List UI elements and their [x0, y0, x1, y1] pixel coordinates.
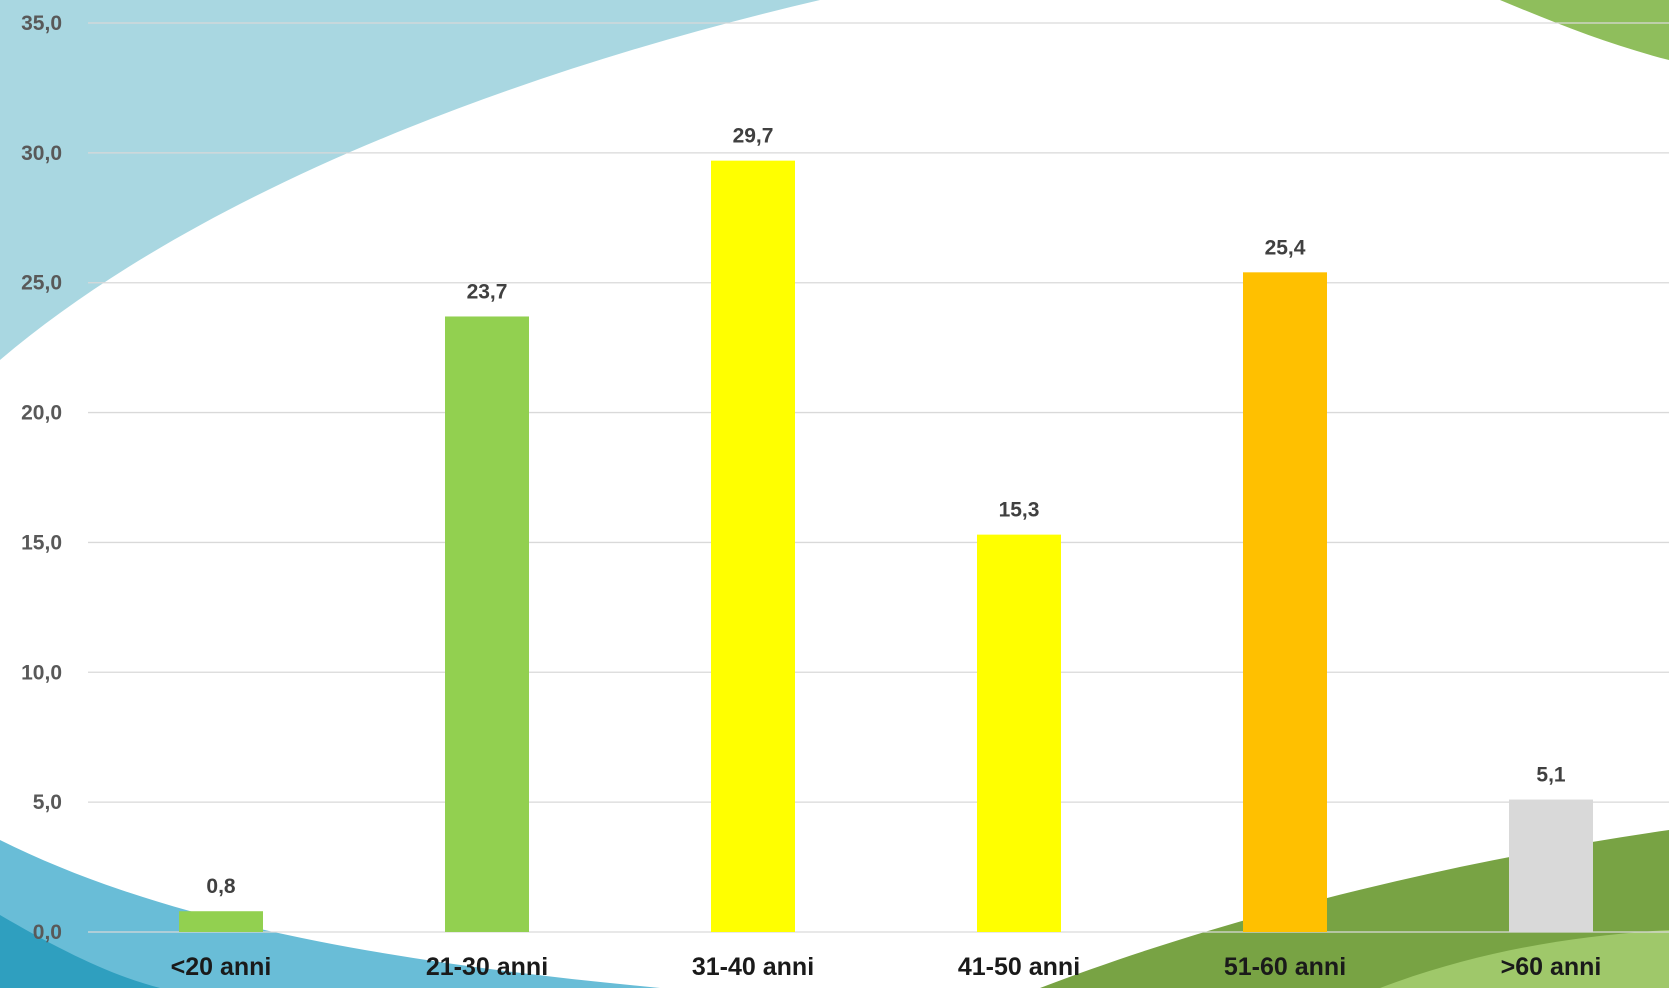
x-tick-label: 41-50 anni — [958, 953, 1080, 981]
data-labels: 0,8 23,7 29,7 15,3 25,4 5,1 — [206, 125, 1566, 899]
y-tick-label: 35,0 — [21, 12, 62, 35]
bar — [1509, 799, 1593, 932]
x-tick-label: 21-30 anni — [426, 953, 548, 981]
x-tick-label: >60 anni — [1501, 953, 1602, 981]
background-blue-swoosh-bottom-left — [0, 840, 660, 988]
y-tick-label: 10,0 — [21, 661, 62, 684]
gridlines — [88, 22, 1669, 933]
background-green-swoosh-top-right — [1500, 0, 1669, 60]
background-green-swoosh-bottom-right-light — [1380, 930, 1669, 988]
data-label: 23,7 — [467, 280, 508, 303]
data-label: 25,4 — [1265, 236, 1306, 259]
y-tick-label: 0,0 — [33, 921, 62, 944]
y-axis-tick-labels: 0,0 5,0 10,0 15,0 20,0 25,0 30,0 35,0 — [21, 12, 62, 944]
background-blue-swoosh-bottom-left-dark — [0, 915, 160, 988]
x-tick-label: 31-40 anni — [692, 953, 814, 981]
bar — [179, 911, 263, 932]
y-tick-label: 30,0 — [21, 142, 62, 165]
bar — [1243, 272, 1327, 933]
bar — [977, 534, 1061, 932]
data-label: 0,8 — [206, 875, 236, 898]
y-tick-label: 25,0 — [21, 272, 62, 295]
data-label: 29,7 — [733, 125, 774, 148]
y-tick-label: 5,0 — [33, 791, 62, 814]
bars — [179, 160, 1593, 933]
data-label: 15,3 — [999, 499, 1040, 522]
bar — [445, 316, 529, 932]
bar — [711, 160, 795, 933]
data-label: 5,1 — [1536, 764, 1566, 787]
y-tick-label: 15,0 — [21, 531, 62, 554]
y-tick-label: 20,0 — [21, 402, 62, 425]
background-blue-swoosh-top-left — [0, 0, 820, 360]
x-tick-label: 51-60 anni — [1224, 953, 1346, 981]
x-tick-label: <20 anni — [171, 953, 272, 981]
x-axis-category-labels: <20 anni 21-30 anni 31-40 anni 41-50 anni 51… — [171, 953, 1602, 981]
